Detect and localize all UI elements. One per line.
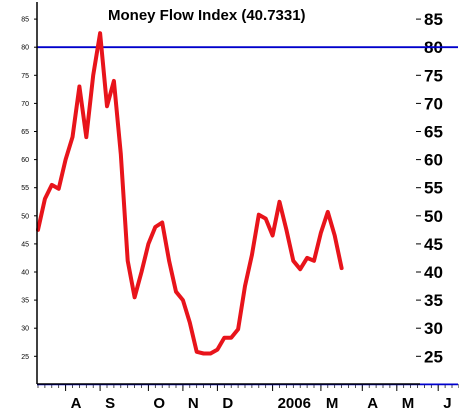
x-axis: ASOND2006MAMJJA bbox=[37, 384, 459, 412]
mfi-point bbox=[106, 105, 108, 108]
mfi-point bbox=[278, 200, 281, 203]
mfi-point bbox=[319, 231, 322, 234]
mfi-point bbox=[78, 85, 81, 88]
x-tick-label: N bbox=[188, 395, 199, 412]
mfi-point bbox=[119, 152, 122, 155]
mfi-point bbox=[92, 74, 95, 77]
x-tick-label: O bbox=[153, 395, 165, 412]
right-y-tick-label: 45 bbox=[424, 235, 443, 254]
mfi-point bbox=[299, 268, 302, 271]
mfi-point bbox=[99, 32, 102, 35]
mfi-point bbox=[250, 254, 253, 257]
left-y-tick-label: 85 bbox=[21, 17, 29, 24]
mfi-point bbox=[147, 242, 150, 245]
mfi-point bbox=[230, 336, 233, 339]
left-y-tick-label: 40 bbox=[21, 270, 29, 277]
mfi-point bbox=[64, 158, 67, 161]
mfi-point bbox=[188, 321, 191, 324]
right-y-tick-label: 70 bbox=[424, 94, 443, 113]
right-y-tick-label: 65 bbox=[424, 123, 443, 142]
mfi-point bbox=[50, 183, 53, 186]
mfi-point bbox=[333, 234, 336, 237]
x-tick-label: 2006 bbox=[278, 395, 311, 412]
left-y-tick-label: 75 bbox=[21, 73, 29, 80]
mfi-point bbox=[326, 210, 329, 213]
left-y-tick-label: 55 bbox=[21, 185, 29, 192]
mfi-point bbox=[168, 259, 171, 262]
right-y-tick-label: 75 bbox=[424, 66, 443, 85]
left-y-tick-label: 30 bbox=[21, 326, 29, 333]
right-y-tick-label: 25 bbox=[424, 347, 443, 366]
right-y-tick-label: 85 bbox=[424, 10, 443, 29]
x-tick-label: A bbox=[367, 395, 378, 412]
x-tick-label: M bbox=[326, 395, 339, 412]
x-tick-label: M bbox=[402, 395, 415, 412]
left-y-tick-label: 70 bbox=[21, 101, 29, 108]
mfi-point bbox=[71, 136, 74, 139]
left-y-tick-label: 65 bbox=[21, 129, 29, 136]
mfi-point bbox=[85, 136, 88, 139]
left-y-tick-label: 35 bbox=[21, 298, 29, 305]
right-y-tick-label: 30 bbox=[424, 319, 443, 338]
mfi-point bbox=[340, 267, 343, 270]
left-y-tick-label: 50 bbox=[21, 213, 29, 220]
mfi-point bbox=[154, 226, 157, 229]
mfi-point bbox=[237, 328, 240, 331]
x-tick-label: A bbox=[71, 395, 82, 412]
mfi-point bbox=[175, 290, 177, 293]
chart-title: Money Flow Index (40.7331) bbox=[108, 7, 306, 24]
mfi-point bbox=[257, 213, 260, 216]
mfi-point bbox=[271, 234, 274, 237]
left-y-tick-label: 60 bbox=[21, 157, 29, 164]
right-y-tick-label: 55 bbox=[424, 179, 443, 198]
mfi-point bbox=[126, 259, 129, 262]
mfi-point bbox=[43, 197, 46, 200]
mfi-point bbox=[285, 228, 288, 231]
right-y-tick-label: 40 bbox=[424, 263, 443, 282]
mfi-point bbox=[313, 259, 315, 262]
mfi-point bbox=[57, 187, 60, 190]
mfi-point bbox=[292, 259, 295, 262]
mfi-point bbox=[112, 79, 115, 82]
x-tick-label: S bbox=[105, 395, 115, 412]
left-y-axis: 25 30 35 40 45 50 55 60 65 70 75 80 85 bbox=[21, 17, 37, 361]
mfi-point bbox=[216, 348, 219, 351]
right-y-tick-label: 60 bbox=[424, 151, 443, 170]
right-y-tick-label: 35 bbox=[424, 291, 443, 310]
mfi-point bbox=[306, 256, 309, 259]
mfi-point bbox=[181, 299, 184, 302]
mfi-point bbox=[161, 221, 164, 224]
mfi-point bbox=[195, 350, 198, 353]
left-y-tick-label: 80 bbox=[21, 45, 29, 52]
left-y-tick-label: 45 bbox=[21, 241, 29, 248]
plot-area bbox=[37, 2, 458, 384]
mfi-point bbox=[140, 271, 143, 273]
mfi-point bbox=[133, 296, 136, 299]
mfi-point bbox=[264, 217, 267, 220]
mfi-point bbox=[223, 336, 226, 339]
left-y-tick-label: 25 bbox=[21, 354, 29, 361]
x-tick-label: D bbox=[222, 395, 233, 412]
mfi-point bbox=[244, 285, 246, 288]
mfi-point bbox=[202, 352, 205, 355]
x-tick-label: J bbox=[443, 395, 451, 412]
right-y-tick-label: 50 bbox=[424, 207, 443, 226]
mfi-point bbox=[209, 352, 212, 355]
